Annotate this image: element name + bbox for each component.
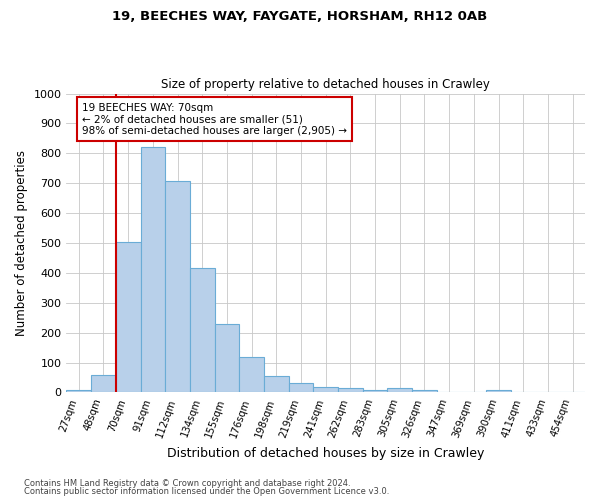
Text: 19, BEECHES WAY, FAYGATE, HORSHAM, RH12 0AB: 19, BEECHES WAY, FAYGATE, HORSHAM, RH12 … [112, 10, 488, 23]
Bar [289, 382, 313, 392]
Bar [313, 388, 338, 392]
Bar [486, 390, 511, 392]
Bar [165, 181, 190, 392]
Y-axis label: Number of detached properties: Number of detached properties [15, 150, 28, 336]
Bar [388, 388, 412, 392]
Bar [363, 390, 388, 392]
Bar [239, 357, 264, 392]
Bar [215, 324, 239, 392]
Title: Size of property relative to detached houses in Crawley: Size of property relative to detached ho… [161, 78, 490, 91]
Bar [67, 390, 91, 392]
Bar [91, 376, 116, 392]
Text: 19 BEECHES WAY: 70sqm
← 2% of detached houses are smaller (51)
98% of semi-detac: 19 BEECHES WAY: 70sqm ← 2% of detached h… [82, 102, 347, 136]
Text: Contains HM Land Registry data © Crown copyright and database right 2024.: Contains HM Land Registry data © Crown c… [24, 478, 350, 488]
Bar [190, 268, 215, 392]
Bar [116, 242, 140, 392]
X-axis label: Distribution of detached houses by size in Crawley: Distribution of detached houses by size … [167, 447, 484, 460]
Text: Contains public sector information licensed under the Open Government Licence v3: Contains public sector information licen… [24, 488, 389, 496]
Bar [140, 148, 165, 392]
Bar [264, 376, 289, 392]
Bar [412, 390, 437, 392]
Bar [338, 388, 363, 392]
